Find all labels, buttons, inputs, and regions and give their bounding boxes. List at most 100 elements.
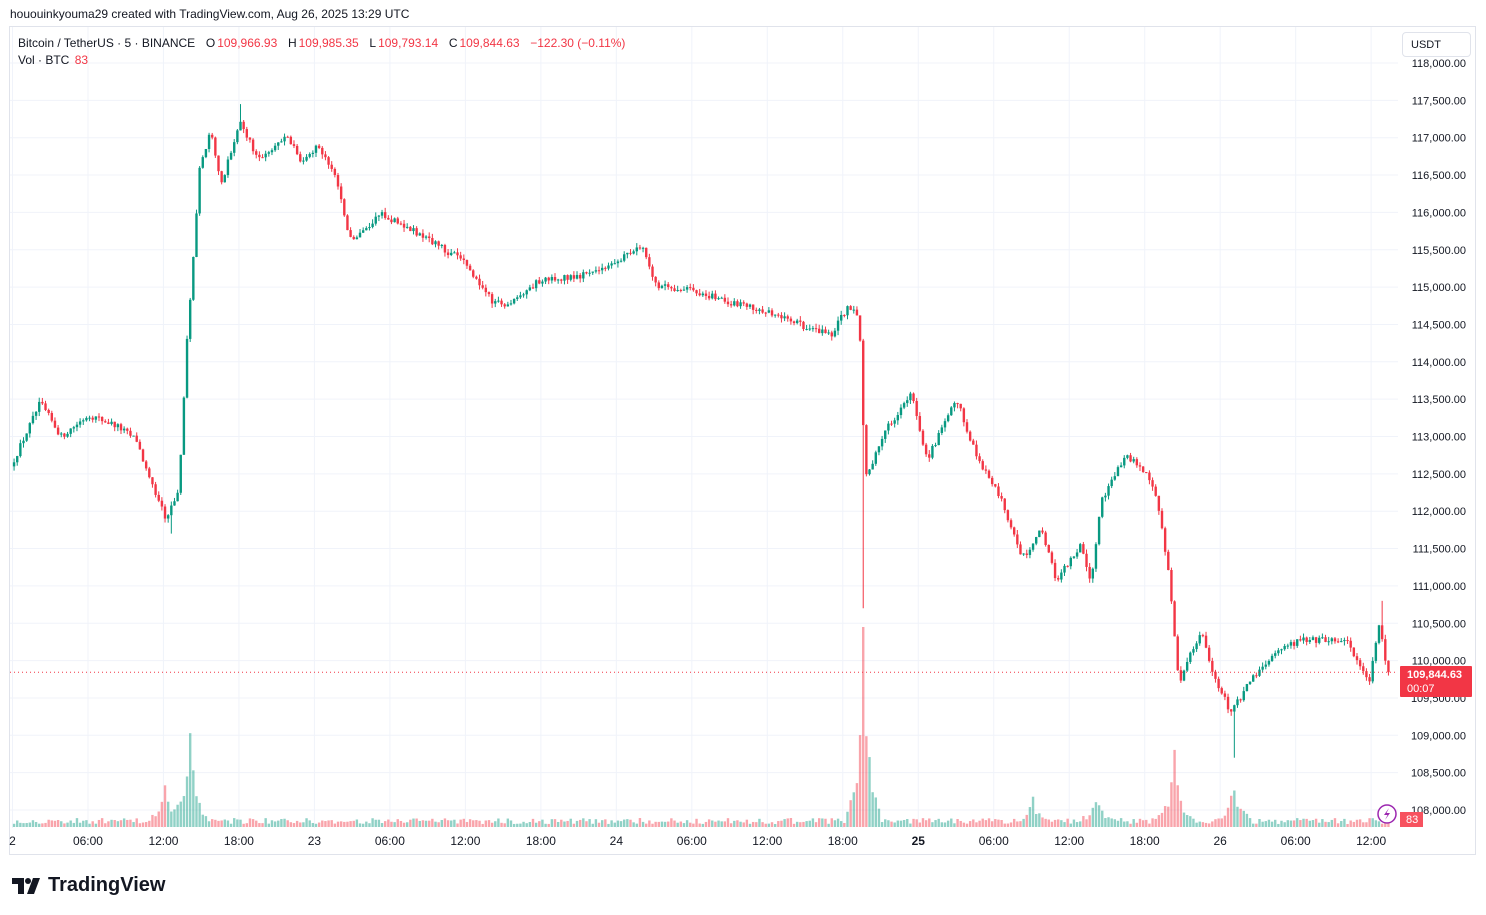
candle-body [1173,601,1176,637]
candle [349,227,352,238]
volume-bar [1377,821,1381,827]
volume-bar [525,823,528,827]
candle-body [610,263,613,266]
candle-body [201,157,204,168]
candle [223,174,226,183]
volume-bar [220,820,223,827]
volume-bar [582,818,585,827]
candle-body [28,423,31,434]
volume-bar [1192,818,1195,827]
candle [1384,634,1387,665]
candle-body [1343,640,1346,642]
volume-bar [346,821,349,827]
candle-body [330,164,333,169]
candle [701,291,705,297]
candle-body [566,275,569,280]
candle [1053,559,1057,582]
volume-bar [1242,810,1245,827]
volume-bar [943,822,947,827]
candle [1211,657,1214,676]
candle-body [94,416,98,420]
candle-body [648,257,651,267]
candle-body [198,167,201,214]
volume-bar [63,823,66,827]
volume-bar [786,818,789,827]
volume-bar [745,819,749,827]
volume-bar [1028,807,1032,827]
volume-bar [1113,819,1117,827]
candle-body [1069,557,1072,567]
candle [534,279,538,292]
volume-bar [1384,822,1387,827]
volume-bar [1277,823,1280,827]
candle-body [204,148,208,158]
candle-body [742,302,745,304]
volume-bar [1274,819,1277,827]
candle [396,216,399,225]
candle-body [1236,699,1239,706]
candle [1050,550,1054,565]
volume-bar [1371,818,1374,827]
candle-body [1126,455,1129,458]
volume-bar [69,820,72,827]
candle-body [755,309,758,311]
candle-body [100,416,104,422]
volume-bar [613,822,616,827]
candle-body [604,267,607,269]
candle [1060,569,1063,583]
candle [682,286,686,291]
volume-bar [534,822,538,827]
candle [78,418,82,428]
candle-body [154,484,157,495]
candle-body [1176,636,1179,671]
volume-bar [217,820,220,827]
volume-bar [953,823,956,827]
volume-bar [990,821,994,827]
volume-bar [742,822,745,827]
candle [478,274,481,290]
candle [402,219,406,232]
candle-body [119,424,123,431]
currency-unit-button[interactable]: USDT [1402,32,1471,57]
symbol-title[interactable]: Bitcoin / TetherUS · 5 · BINANCE [18,36,196,50]
volume-bar [122,818,126,827]
time-tick-label: 12:00 [752,834,782,848]
volume-bar [723,821,727,827]
candle [201,155,204,169]
candle [626,252,629,259]
candle-body [195,213,198,257]
alert-lightning-icon[interactable] [1377,804,1397,824]
candle-body [1264,664,1267,667]
candle [1217,676,1220,692]
candle-body [852,309,855,311]
volume-bar [566,820,569,827]
candle [1248,681,1252,686]
volume-bar [1079,821,1082,827]
candle [654,276,657,287]
candle-body [220,171,223,183]
candle [1333,636,1337,644]
volume-bar [516,823,519,827]
candle [1179,666,1183,683]
volume-label[interactable]: Vol · BTC [18,53,70,67]
candle [928,450,931,462]
candle [616,259,620,268]
chart-frame [9,26,1476,855]
volume-bar [937,818,940,827]
candle [358,229,362,238]
volume-bar [830,818,833,827]
tradingview-logo[interactable]: TradingView [12,874,165,897]
volume-bar [972,819,975,827]
candle-body [207,134,211,149]
price-tick-label: 111,500.00 [1413,544,1466,556]
volume-bar [736,820,739,827]
candle-body [751,304,755,310]
candle-body [1324,637,1327,642]
volume-bar [978,820,981,827]
candle-body [1104,495,1107,498]
candle [390,215,393,225]
volume-bar [78,822,82,827]
volume-bar [755,822,758,827]
candle [72,425,76,433]
